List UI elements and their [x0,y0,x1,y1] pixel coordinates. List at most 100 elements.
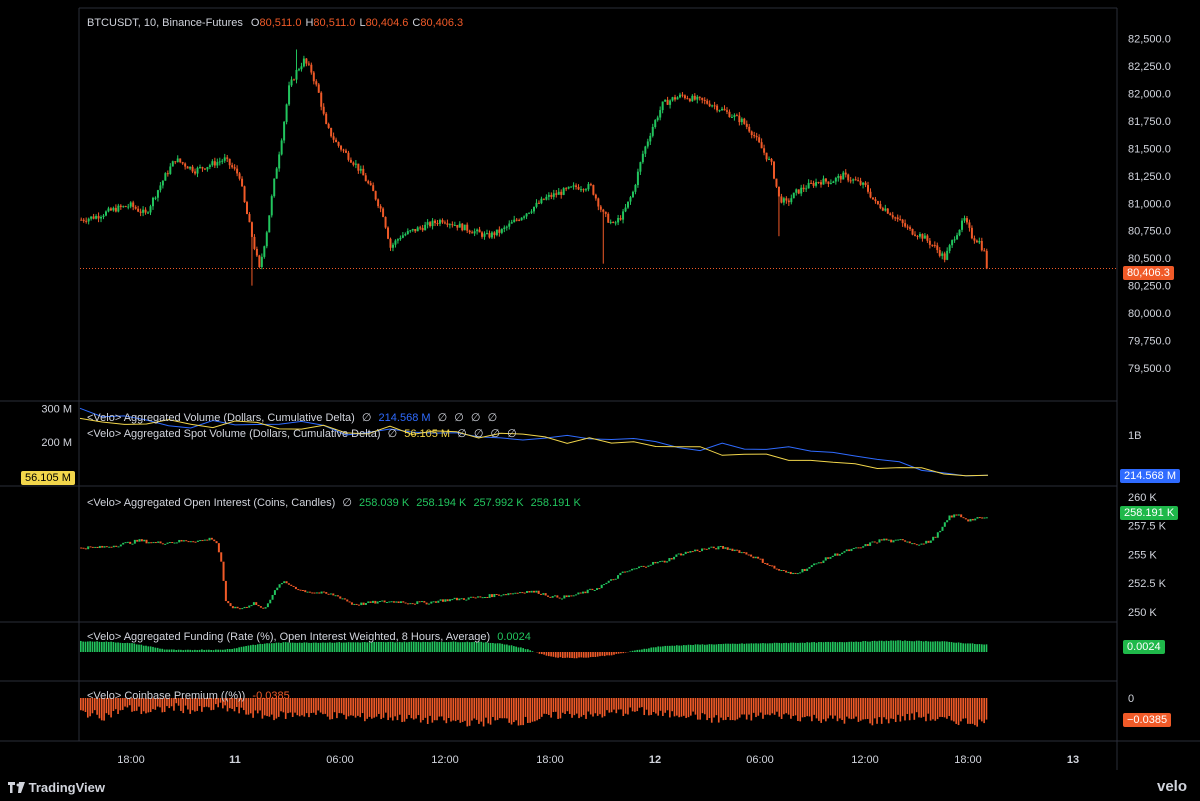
funding-bar [925,640,927,652]
price-candle-body [688,98,691,102]
funding-label[interactable]: <Velo> Aggregated Funding (Rate (%), Ope… [87,631,491,643]
funding-pane[interactable] [80,640,988,659]
oi-candle [185,540,188,542]
oi-candle [628,570,631,572]
oi-candle [929,540,932,543]
tradingview-logo[interactable]: TradingView [8,780,105,795]
open-interest-pane[interactable] [80,514,988,610]
premium-bar [676,698,678,716]
price-candle-body [233,167,236,169]
price-candle-body [916,235,919,237]
price-candle-body [100,217,103,219]
funding-bar [939,641,941,652]
oi-candle [698,551,701,553]
price-candle-body [812,182,815,186]
price-candle-body [718,110,721,112]
premium-bar [93,698,96,711]
funding-bar [790,642,792,652]
oi-candle [775,568,778,570]
price-candle-body [871,197,874,200]
price-candle-body [478,229,481,233]
funding-bar [364,642,366,652]
price-candle-body [654,120,657,127]
premium-bar [398,698,401,715]
oi-candle [967,519,970,522]
oi-candle [556,595,559,598]
velo-logo[interactable]: velo [1156,778,1187,795]
funding-bar [145,645,147,652]
premium-bar [738,698,741,718]
volume-pane[interactable] [79,407,989,477]
symbol-title[interactable]: BTCUSDT, 10, Binance-Futures [87,17,243,29]
premium-bar [762,698,764,719]
premium-bar [343,698,345,715]
oi-candle [733,549,736,552]
premium-bar [282,698,285,713]
premium-bar [876,698,878,724]
price-candle-body [738,115,741,123]
funding-bar [764,643,767,652]
price-candle-body [894,217,897,219]
oi-candle [318,592,321,594]
price-candle-body [874,199,877,202]
volume-label[interactable]: <Velo> Aggregated Volume (Dollars, Cumul… [87,412,355,424]
open-interest-label[interactable]: <Velo> Aggregated Open Interest (Coins, … [87,497,336,509]
volume-value: 214.568 M [378,412,431,424]
premium-bar [794,698,797,716]
volume-right-tick: 1B [1128,430,1142,442]
price-candle-body [896,217,899,220]
funding-bar [673,645,676,652]
premium-bar [752,698,755,713]
premium-bar [289,698,292,713]
price-candle-body [95,216,98,219]
funding-bar [678,645,680,652]
premium-bar [918,698,920,718]
funding-bar [869,641,871,652]
oi-candle [255,602,258,605]
premium-bar [638,698,641,708]
high-label: H [305,17,314,29]
oi-candle [551,596,554,598]
premium-bar [659,698,662,711]
oi-candle [663,560,666,563]
funding-bar [818,641,820,652]
price-candle-body [231,165,234,168]
premium-bar [641,698,643,708]
funding-bar [913,641,916,652]
premium-pane[interactable] [80,698,988,727]
premium-label[interactable]: <Velo> Coinbase Premium ((%)) [87,690,246,702]
funding-bar [93,641,96,652]
price-candle-body [342,149,345,151]
premium-bar [950,698,953,721]
premium-bar [461,698,464,722]
oi-candle [381,600,384,602]
funding-bar [175,649,178,652]
premium-bar [922,698,925,717]
funding-bar [664,645,667,652]
empty-glyph: ∅ [437,412,448,424]
oi-candle [964,518,967,520]
oi-candle [785,570,788,573]
funding-bar [117,642,119,652]
premium-bar [256,698,259,714]
price-candle-body [194,171,197,174]
price-candle-body [721,108,724,111]
oi-candle [509,593,512,595]
oi-candle [582,591,585,594]
price-candle-body [485,233,488,235]
premium-bar [617,698,620,710]
price-candle-body [693,95,696,100]
oi-close-value: 258.191 K [530,497,581,509]
funding-bar [373,641,375,652]
volume-legend-2: <Velo> Aggregated Spot Volume (Dollars, … [87,427,521,440]
price-axis-tick-label: 82,000.0 [1128,88,1171,100]
funding-bar [326,642,329,652]
price-candle-body [572,185,575,187]
premium-bar [915,698,918,713]
main-price-pane[interactable] [80,49,1117,286]
spot-volume-label[interactable]: <Velo> Aggregated Spot Volume (Dollars, … [87,428,381,440]
price-candle-body [221,160,224,162]
premium-bar [445,698,448,724]
oi-candle [710,546,713,548]
